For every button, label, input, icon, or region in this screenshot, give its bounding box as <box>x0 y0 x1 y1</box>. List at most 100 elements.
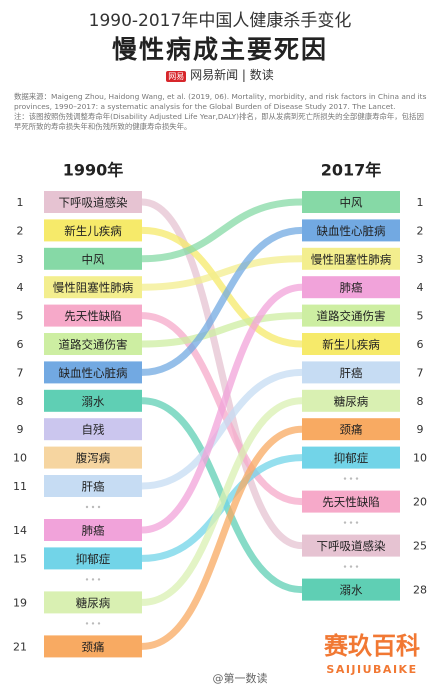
rank-number: 3 <box>417 253 424 266</box>
rank-number: 1 <box>17 196 24 209</box>
item-box <box>44 247 142 270</box>
ellipsis-dot <box>97 578 101 581</box>
connector <box>141 226 303 348</box>
ellipsis-dot <box>355 565 359 568</box>
item-box <box>302 418 400 441</box>
rank-number: 7 <box>417 366 424 379</box>
item-label: 先天性缺陷 <box>64 309 122 323</box>
rank-number: 15 <box>13 552 27 565</box>
item-label: 颈痛 <box>340 423 363 437</box>
item-box <box>44 475 142 497</box>
watermark-brand: 赛玖百科 <box>323 632 420 660</box>
watermark-brand-en: SAIJIUBAIKE <box>326 663 417 676</box>
rank-number: 3 <box>17 253 24 266</box>
rank-number: 19 <box>13 596 27 609</box>
connector <box>141 283 303 534</box>
rank-number: 2 <box>417 224 424 237</box>
note: 注：该图按照伤残调整寿命年(Disability Adjusted Life Y… <box>14 112 424 131</box>
rank-number: 4 <box>417 281 424 294</box>
ellipsis-dot <box>85 578 89 581</box>
column-heading: 1990年 <box>63 161 124 180</box>
item-label: 溺水 <box>340 583 363 597</box>
connector <box>141 198 303 550</box>
rank-number: 5 <box>417 310 424 323</box>
item-label: 肝癌 <box>340 366 363 380</box>
rank-number: 2 <box>17 224 24 237</box>
rank-number: 9 <box>417 423 424 436</box>
item-label: 糖尿病 <box>334 394 369 408</box>
item-label: 新生儿疾病 <box>322 338 380 352</box>
rank-number: 1 <box>417 196 424 209</box>
item-box <box>44 389 142 412</box>
item-label: 中风 <box>82 252 105 266</box>
item-label: 中风 <box>340 196 363 210</box>
item-box <box>302 534 400 557</box>
item-box <box>302 490 400 513</box>
rank-number: 10 <box>13 452 27 465</box>
ellipsis-dot <box>349 565 353 568</box>
item-box <box>44 635 142 658</box>
source-block: 数据来源：Maigeng Zhou, Haidong Wang, et al. … <box>14 92 428 132</box>
connectors <box>141 198 303 650</box>
ellipsis-dot <box>349 521 353 524</box>
ellipsis-dot <box>91 578 95 581</box>
item-label: 肝癌 <box>82 480 105 494</box>
item-label: 下呼吸道感染 <box>59 196 128 210</box>
item-label: 缺血性心脏病 <box>59 366 128 380</box>
item-box <box>302 276 400 299</box>
ellipsis-dot <box>97 622 101 625</box>
rank-number: 14 <box>13 524 27 537</box>
item-box <box>44 519 142 541</box>
rank-number: 21 <box>13 640 27 653</box>
item-label: 慢性阻塞性肺病 <box>53 281 134 295</box>
item-box <box>302 304 400 327</box>
connector <box>141 255 303 291</box>
item-box <box>302 389 400 412</box>
item-label: 自残 <box>82 423 105 437</box>
item-box <box>44 446 142 469</box>
item-label: 先天性缺陷 <box>322 495 380 509</box>
brand: 网易新闻 | 数读 <box>190 68 274 82</box>
connector <box>141 368 303 490</box>
item-label: 溺水 <box>82 394 105 408</box>
connector <box>141 226 303 376</box>
item-box <box>44 276 142 299</box>
ellipsis-dot <box>343 565 347 568</box>
item-box <box>302 361 400 384</box>
ellipsis-dot <box>85 622 89 625</box>
connector <box>141 425 303 650</box>
rank-number: 11 <box>13 480 27 493</box>
connector <box>141 312 303 348</box>
item-box <box>302 191 400 213</box>
item-label: 下呼吸道感染 <box>317 539 386 553</box>
item-box <box>302 247 400 270</box>
ellipsis-dot <box>85 505 89 509</box>
subtitle: 慢性病成主要死因 <box>111 35 328 64</box>
connector <box>141 198 303 263</box>
ellipsis-dot <box>97 505 101 509</box>
item-label: 抑郁症 <box>76 552 111 566</box>
rank-number: 8 <box>17 395 24 408</box>
brand-row: 网易 网易新闻 | 数读 <box>0 66 440 83</box>
item-label: 肺癌 <box>82 524 105 538</box>
item-box <box>44 361 142 384</box>
item-label: 缺血性心脏病 <box>317 224 386 238</box>
rank-number: 25 <box>413 540 427 553</box>
item-box <box>302 333 400 355</box>
logo: 网易 <box>166 71 187 82</box>
item-label: 肺癌 <box>340 281 363 295</box>
item-box <box>44 219 142 242</box>
item-box <box>302 446 400 469</box>
ellipsis-dot <box>343 477 347 480</box>
connector <box>141 397 303 606</box>
rank-number: 4 <box>17 281 24 294</box>
source: 数据来源：Maigeng Zhou, Haidong Wang, et al. … <box>14 92 427 111</box>
rank-number: 20 <box>413 496 427 509</box>
item-label: 颈痛 <box>82 640 105 654</box>
ellipsis-dot <box>91 622 95 625</box>
rank-number: 9 <box>17 423 24 436</box>
ellipsis-dot <box>355 477 359 480</box>
ellipsis-dot <box>355 521 359 524</box>
rank-number: 5 <box>17 310 24 323</box>
